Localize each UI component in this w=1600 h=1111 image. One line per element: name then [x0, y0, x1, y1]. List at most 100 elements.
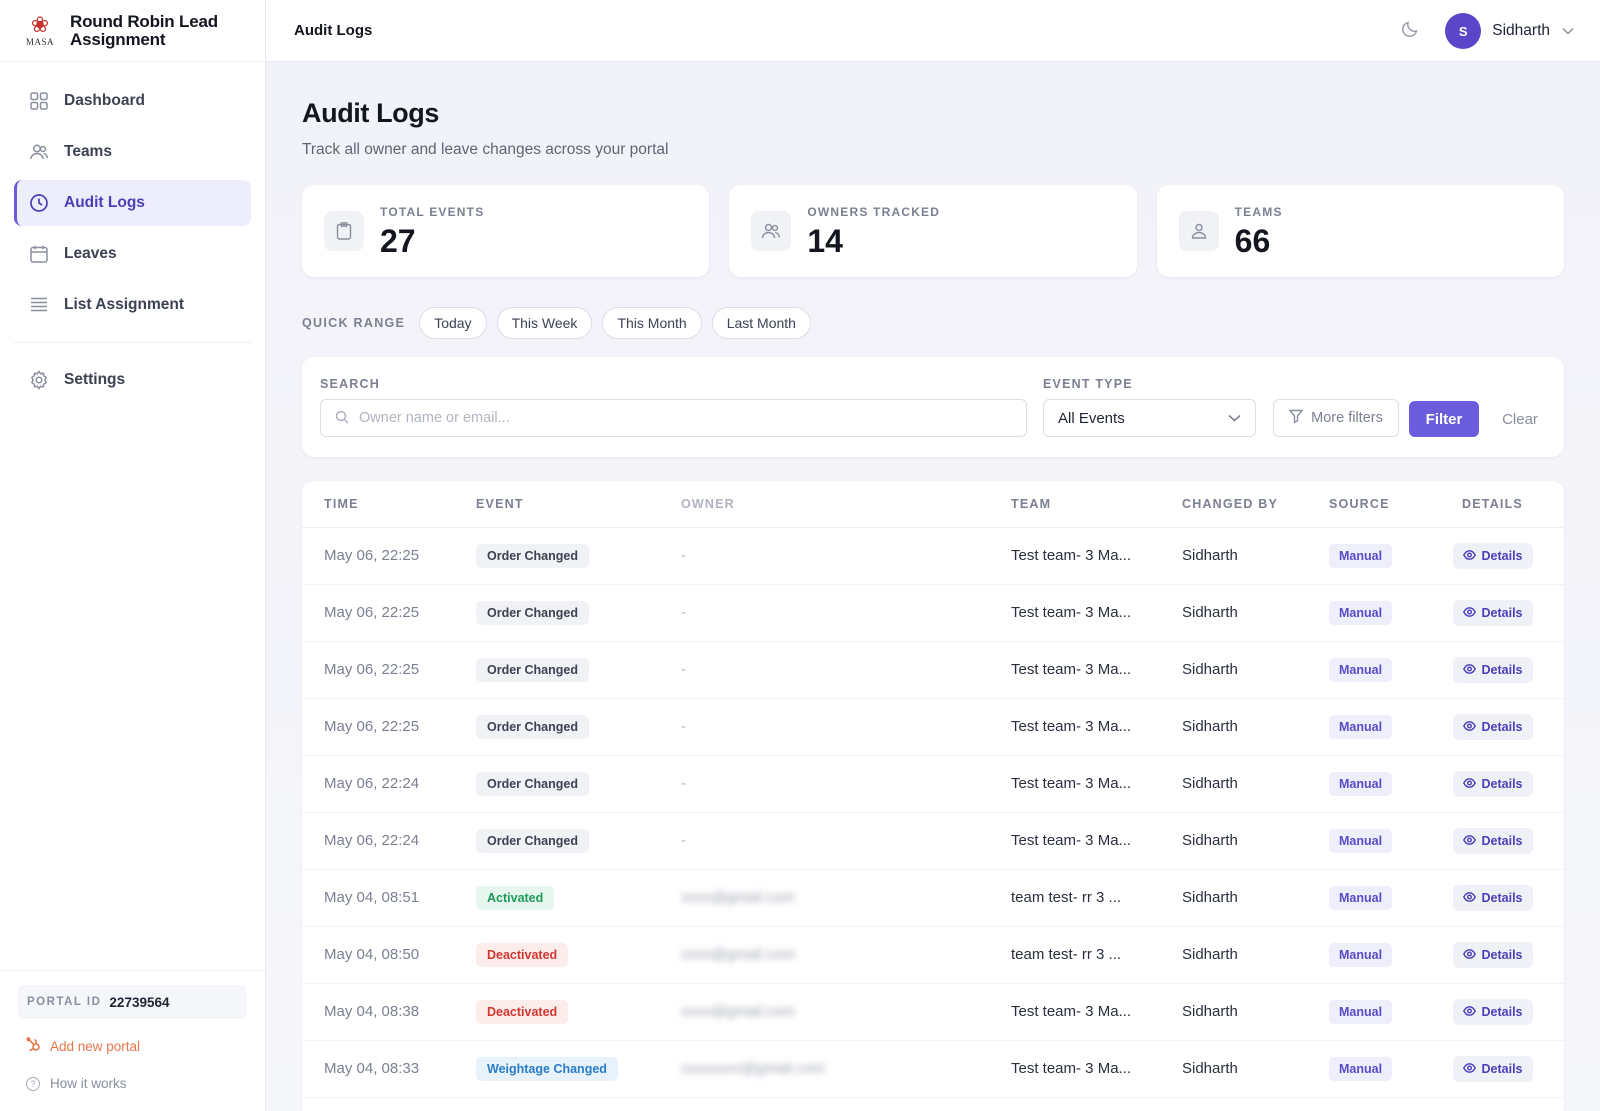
- event-type-value: All Events: [1058, 409, 1125, 427]
- quick-range-this-month[interactable]: This Month: [602, 307, 702, 339]
- cell-source: Manual: [1329, 641, 1441, 699]
- calendar-icon: [28, 243, 50, 265]
- quick-range-today[interactable]: Today: [419, 307, 487, 339]
- cell-changed-by: Sidharth: [1182, 1040, 1329, 1098]
- funnel-icon: [1288, 409, 1304, 427]
- source-badge: Manual: [1329, 885, 1393, 910]
- table-row[interactable]: May 06, 22:25 Order Changed - Test team- 3 …: [302, 698, 1564, 756]
- column-header-source: SOURCE: [1329, 481, 1441, 528]
- details-button[interactable]: Details: [1452, 941, 1533, 968]
- how-it-works-link[interactable]: ? How it works: [18, 1076, 247, 1091]
- cell-source: Manual: [1329, 584, 1441, 642]
- table-row[interactable]: May 06, 22:25 Order Changed - Test team- 3 …: [302, 527, 1564, 585]
- owner-value: xxxx@gmail.com: [681, 946, 795, 963]
- details-button[interactable]: Details: [1452, 827, 1533, 854]
- filter-button[interactable]: Filter: [1409, 401, 1479, 437]
- cell-source: Manual: [1329, 869, 1441, 927]
- clear-button[interactable]: Clear: [1502, 410, 1538, 428]
- table-row[interactable]: May 06, 22:25 Order Changed - Test team- 3 …: [302, 584, 1564, 642]
- sidebar-item-teams[interactable]: Teams: [14, 129, 251, 175]
- source-badge: Manual: [1329, 828, 1393, 853]
- cell-source: Manual: [1329, 755, 1441, 813]
- source-badge: Manual: [1329, 771, 1393, 796]
- cell-changed-by: Sidharth: [1182, 869, 1329, 927]
- add-new-portal-link[interactable]: Add new portal: [18, 1037, 247, 1056]
- app-name: Round Robin Lead Assignment: [70, 11, 218, 49]
- more-filters-button[interactable]: More filters: [1273, 399, 1399, 437]
- portal-id-box: PORTAL ID 22739564: [18, 985, 247, 1019]
- cell-time: May 04, 08:51: [302, 869, 476, 927]
- cell-owner: -: [681, 584, 1011, 642]
- table-row[interactable]: May 06, 22:24 Order Changed - Test team- 3 …: [302, 755, 1564, 813]
- table-row[interactable]: May 04, 08:38 Deactivated xxxx@gmail.com Te…: [302, 983, 1564, 1041]
- source-badge: Manual: [1329, 543, 1393, 568]
- cell-time: May 06, 22:25: [302, 698, 476, 756]
- sidebar-item-settings[interactable]: Settings: [14, 357, 251, 403]
- sidebar-item-leaves[interactable]: Leaves: [14, 231, 251, 277]
- event-badge: Deactivated: [476, 999, 569, 1024]
- cell-owner: -: [681, 698, 1011, 756]
- sidebar-item-list-assignment[interactable]: List Assignment: [14, 282, 251, 328]
- eye-icon: [1462, 891, 1476, 905]
- eye-icon: [1462, 720, 1476, 734]
- table-row[interactable]: May 04, 08:51 Activated xxxx@gmail.com team…: [302, 869, 1564, 927]
- portal-id-value: 22739564: [109, 994, 170, 1010]
- cell-details: Details: [1441, 755, 1564, 813]
- search-field[interactable]: [320, 399, 1027, 437]
- cell-changed-by: Sidharth: [1182, 698, 1329, 756]
- stat-label: OWNERS TRACKED: [807, 204, 941, 219]
- quick-range-last-month[interactable]: Last Month: [711, 307, 811, 339]
- header-title: Audit Logs: [294, 22, 373, 39]
- stat-value: 66: [1234, 222, 1271, 259]
- owner-value: -: [681, 775, 686, 792]
- help-icon: ?: [26, 1076, 40, 1091]
- eye-icon: [1462, 777, 1476, 791]
- cell-details: Details: [1441, 698, 1564, 756]
- chevron-down-icon[interactable]: [1562, 24, 1574, 38]
- details-button[interactable]: Details: [1452, 1055, 1533, 1082]
- stats-row: TOTAL EVENTS 27 OWNERS TRACKED 14 TEAMS …: [302, 185, 1564, 277]
- eye-icon: [1462, 606, 1476, 620]
- eye-icon: [1462, 834, 1476, 848]
- table-row[interactable]: May 06, 22:24 Order Changed - Test team- 3 …: [302, 812, 1564, 870]
- page-title: Audit Logs: [302, 98, 439, 128]
- stat-label: TOTAL EVENTS: [380, 204, 485, 219]
- top-bar: Audit Logs S Sidharth: [266, 0, 1600, 62]
- details-button[interactable]: Details: [1452, 884, 1533, 911]
- table-row[interactable]: May 04, 08:33 Weightage Changed xxxxxxxx@g…: [302, 1040, 1564, 1098]
- event-type-select[interactable]: All Events: [1043, 399, 1256, 437]
- details-button[interactable]: Details: [1452, 656, 1533, 683]
- users-icon: [1178, 211, 1219, 251]
- moon-icon[interactable]: [1401, 20, 1419, 43]
- column-header-team: TEAM: [1011, 481, 1182, 528]
- user-name[interactable]: Sidharth: [1492, 22, 1550, 39]
- cell-time: May 06, 22:25: [302, 584, 476, 642]
- sidebar-nav: Dashboard Teams Audit Logs Leaves List A…: [0, 62, 265, 403]
- details-button[interactable]: Details: [1452, 599, 1533, 626]
- search-input[interactable]: [359, 410, 999, 426]
- stat-card-teams: TEAMS 66: [1156, 185, 1564, 277]
- details-button[interactable]: Details: [1452, 998, 1533, 1025]
- table-row[interactable]: May 04, 08:50 Deactivated xxxx@gmail.com te…: [302, 926, 1564, 984]
- cell-owner: -: [681, 641, 1011, 699]
- quick-range-this-week[interactable]: This Week: [496, 307, 593, 339]
- chevron-down-icon: [1228, 411, 1241, 425]
- owner-value: -: [681, 832, 686, 849]
- main-content: Audit Logs Track all owner and leave cha…: [266, 62, 1600, 1111]
- cell-source: Manual: [1329, 698, 1441, 756]
- brand[interactable]: ❀ MASA Round Robin Lead Assignment: [0, 0, 265, 62]
- details-button[interactable]: Details: [1452, 542, 1533, 569]
- source-badge: Manual: [1329, 999, 1393, 1024]
- details-button[interactable]: Details: [1452, 713, 1533, 740]
- sidebar-item-dashboard[interactable]: Dashboard: [14, 78, 251, 124]
- sidebar: ❀ MASA Round Robin Lead Assignment Dashb…: [0, 0, 266, 1111]
- table-row[interactable]: May 06, 22:25 Order Changed - Test team- 3 …: [302, 641, 1564, 699]
- cell-event: Deactivated: [476, 926, 681, 984]
- cell-details: Details: [1441, 527, 1564, 585]
- sidebar-item-audit-logs[interactable]: Audit Logs: [14, 180, 251, 226]
- details-button[interactable]: Details: [1452, 770, 1533, 797]
- source-badge: Manual: [1329, 942, 1393, 967]
- avatar[interactable]: S: [1445, 13, 1482, 49]
- cell-details: Details: [1441, 869, 1564, 927]
- eye-icon: [1462, 1005, 1476, 1019]
